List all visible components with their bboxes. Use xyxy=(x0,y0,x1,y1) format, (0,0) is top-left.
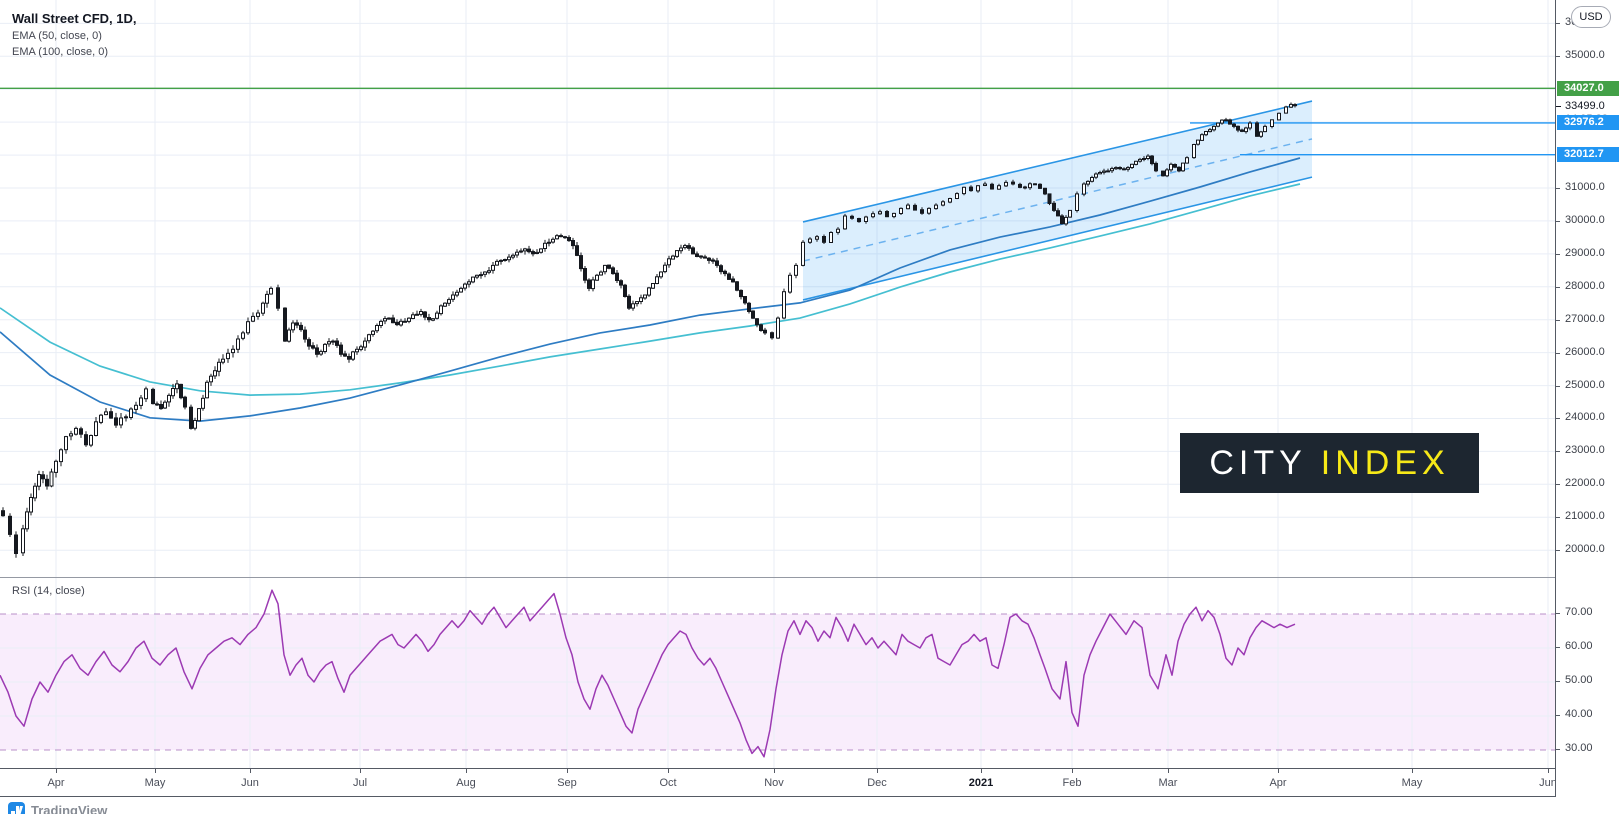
rsi-axis-label: 30.00 xyxy=(1556,742,1593,754)
time-axis-label: May xyxy=(144,777,166,789)
time-axis-label: Jul xyxy=(352,777,368,789)
time-axis-tick xyxy=(877,769,878,773)
price-label-blue-upper[interactable]: 32976.2 xyxy=(1557,115,1619,131)
time-axis-label: Apr xyxy=(47,777,65,789)
time-axis-label: May xyxy=(1401,777,1423,789)
last-price-tick xyxy=(1556,105,1561,107)
time-axis-tick xyxy=(981,769,982,773)
price-axis-label: 24000.0 xyxy=(1556,411,1605,423)
time-axis-tick xyxy=(1548,769,1549,773)
time-axis-label: Aug xyxy=(456,777,476,789)
price-axis-label: 27000.0 xyxy=(1556,313,1605,325)
time-axis-tick xyxy=(466,769,467,773)
time-axis-tick xyxy=(1168,769,1169,773)
time-axis-label: Sep xyxy=(557,777,577,789)
watermark-word-city: CITY xyxy=(1209,443,1307,482)
time-axis-tick xyxy=(1412,769,1413,773)
chart-legend: Wall Street CFD, 1D, EMA (50, close, 0) … xyxy=(12,10,136,60)
watermark-word-index: INDEX xyxy=(1320,443,1450,482)
price-axis-label: 21000.0 xyxy=(1556,510,1605,522)
time-axis-label: 2021 xyxy=(968,777,994,789)
time-axis-tick xyxy=(567,769,568,773)
rsi-axis-label: 70.00 xyxy=(1556,606,1593,618)
rsi-chart[interactable] xyxy=(0,578,1555,768)
tradingview-logo[interactable]: TradingView xyxy=(8,802,107,814)
time-axis-tick xyxy=(1072,769,1073,773)
time-axis-tick xyxy=(774,769,775,773)
time-axis-tick xyxy=(360,769,361,773)
tradingview-icon xyxy=(8,802,25,814)
city-index-watermark: CITY INDEX xyxy=(1180,433,1479,493)
rsi-indicator-label[interactable]: RSI (14, close) xyxy=(12,585,85,597)
time-axis-label: Feb xyxy=(1062,777,1082,789)
price-label-blue-lower[interactable]: 32012.7 xyxy=(1557,147,1619,163)
indicator-ema50-label[interactable]: EMA (50, close, 0) xyxy=(12,30,102,42)
price-axis-label: 26000.0 xyxy=(1556,346,1605,358)
time-axis-tick xyxy=(1278,769,1279,773)
rsi-axis-label: 40.00 xyxy=(1556,708,1593,720)
tradingview-wordmark: TradingView xyxy=(31,803,108,814)
candlestick-chart[interactable] xyxy=(0,0,1555,577)
price-axis-label: 23000.0 xyxy=(1556,444,1605,456)
time-axis-tick xyxy=(250,769,251,773)
price-axis-label: 25000.0 xyxy=(1556,379,1605,391)
price-axis-label: 30000.0 xyxy=(1556,214,1605,226)
price-axis-label: 31000.0 xyxy=(1556,181,1605,193)
price-label-green-level[interactable]: 34027.0 xyxy=(1557,80,1619,96)
price-axis-label: 28000.0 xyxy=(1556,280,1605,292)
last-price-label: 33499.0 xyxy=(1556,100,1605,112)
symbol-title[interactable]: Wall Street CFD, 1D, xyxy=(12,11,137,26)
time-axis-label: Oct xyxy=(659,777,677,789)
time-axis-label: Dec xyxy=(867,777,887,789)
time-axis-labels: Apr May Jun Jul Aug Sep Oct Nov Dec 2021 Feb Mar Apr… xyxy=(0,769,1555,798)
price-axis[interactable]: 20000.0 21000.0 22000.0 23000.0 24000.0 25000… xyxy=(1555,0,1624,797)
time-axis-label: Jun xyxy=(241,777,259,789)
currency-toggle-button[interactable]: USD xyxy=(1571,6,1611,28)
main-chart-panel[interactable] xyxy=(0,0,1555,577)
time-axis[interactable]: Apr May Jun Jul Aug Sep Oct Nov Dec 2021 Feb Mar Apr… xyxy=(0,768,1624,797)
bottom-strip: TradingView xyxy=(0,797,1624,814)
time-axis-tick xyxy=(155,769,156,773)
time-axis-label: Nov xyxy=(764,777,784,789)
price-axis-label: 35000.0 xyxy=(1556,49,1605,61)
time-axis-label: Apr xyxy=(1269,777,1287,789)
price-axis-label: 20000.0 xyxy=(1556,543,1605,555)
time-axis-label: Jun xyxy=(1539,777,1555,789)
rsi-panel[interactable] xyxy=(0,577,1555,769)
time-axis-label: Mar xyxy=(1158,777,1178,789)
time-axis-tick xyxy=(668,769,669,773)
rsi-axis-label: 50.00 xyxy=(1556,674,1593,686)
price-axis-label: 22000.0 xyxy=(1556,477,1605,489)
time-axis-tick xyxy=(56,769,57,773)
price-axis-label: 29000.0 xyxy=(1556,247,1605,259)
rsi-axis-label: 60.00 xyxy=(1556,640,1593,652)
indicator-ema100-label[interactable]: EMA (100, close, 0) xyxy=(12,46,108,58)
